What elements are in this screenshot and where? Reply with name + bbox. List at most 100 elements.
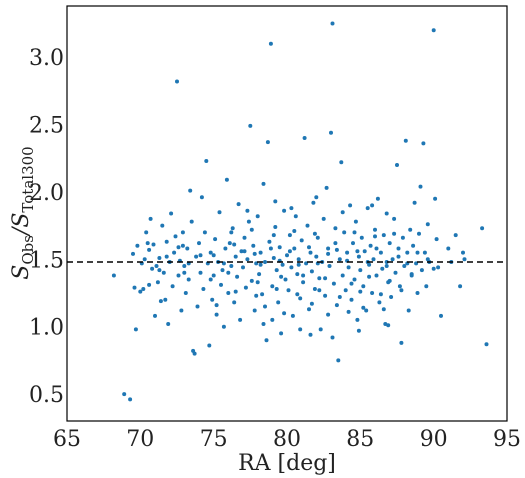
data-point [213, 237, 218, 242]
data-point [285, 253, 289, 258]
data-point [380, 266, 385, 271]
data-point [150, 266, 155, 271]
y-axis-label: SObs/STotal300 [9, 146, 37, 279]
y-tick-label: 2.0 [29, 181, 64, 206]
data-point [133, 327, 138, 332]
data-point [356, 254, 361, 259]
data-point [317, 288, 322, 293]
data-point [349, 297, 354, 302]
data-point [298, 327, 303, 332]
data-point [258, 262, 263, 267]
data-point [233, 289, 238, 294]
data-point [326, 312, 331, 317]
data-point [224, 177, 229, 182]
data-point [182, 270, 187, 275]
data-point [287, 249, 292, 254]
data-point [301, 280, 306, 285]
data-point [358, 268, 363, 273]
data-point [334, 247, 339, 252]
data-point [396, 246, 401, 251]
data-point [283, 277, 288, 282]
data-point [219, 282, 223, 287]
data-point [405, 250, 410, 255]
data-point [296, 257, 301, 262]
data-point [195, 304, 200, 309]
data-point [361, 305, 366, 310]
data-point [346, 265, 351, 270]
data-point [214, 312, 219, 317]
data-point [392, 231, 397, 236]
data-point [323, 276, 328, 281]
data-point [176, 245, 181, 250]
data-point [232, 242, 237, 247]
data-point [172, 250, 177, 255]
data-point [217, 210, 222, 215]
data-point [198, 270, 203, 275]
data-point [395, 163, 399, 167]
data-point [208, 277, 213, 282]
y-tick-label: 0.5 [29, 383, 64, 408]
data-point [317, 276, 322, 281]
data-point [355, 249, 360, 254]
data-point [138, 289, 143, 294]
data-point [295, 272, 300, 277]
data-point [241, 265, 245, 270]
data-point [252, 251, 257, 256]
data-point [377, 300, 382, 305]
data-point [122, 392, 127, 397]
data-point [415, 250, 420, 255]
data-point [204, 159, 209, 163]
data-point [268, 246, 273, 251]
data-point [147, 282, 152, 287]
data-point [439, 313, 443, 318]
data-point [392, 216, 397, 221]
data-point [307, 245, 311, 250]
data-point [246, 219, 251, 224]
data-point [135, 243, 140, 248]
data-point [315, 235, 320, 240]
x-tick-label: 95 [493, 427, 521, 452]
data-point [245, 208, 250, 213]
data-point [257, 272, 262, 277]
x-tick-label: 80 [273, 427, 301, 452]
data-point [337, 257, 342, 262]
data-point [180, 243, 185, 248]
data-point [154, 264, 159, 268]
data-point [336, 358, 341, 363]
data-point [396, 254, 401, 259]
data-point [173, 234, 178, 239]
data-point [270, 284, 275, 289]
data-point [309, 301, 314, 306]
data-point [386, 323, 391, 328]
data-point [446, 246, 451, 251]
data-point [484, 342, 489, 347]
data-point [340, 210, 345, 215]
data-point [186, 277, 191, 282]
data-point [229, 230, 234, 235]
data-point [251, 243, 256, 248]
data-point [249, 227, 254, 232]
data-point [169, 211, 174, 216]
data-point [409, 272, 414, 277]
data-point [282, 311, 287, 316]
data-point [373, 234, 377, 239]
data-point [314, 195, 319, 200]
data-point [128, 397, 133, 402]
data-point [434, 237, 439, 242]
data-point [312, 231, 317, 236]
data-point [424, 284, 429, 289]
data-point [236, 202, 241, 207]
data-point [362, 249, 367, 254]
data-point [268, 41, 273, 46]
y-tick-label: 1.0 [29, 316, 64, 341]
data-point [287, 233, 292, 238]
data-point [223, 246, 228, 251]
data-point [308, 250, 313, 255]
data-point [307, 307, 311, 312]
data-point [188, 188, 193, 193]
data-point [321, 216, 326, 221]
data-point [367, 274, 372, 279]
data-point [358, 289, 363, 294]
data-point [368, 243, 373, 248]
data-point [331, 281, 336, 286]
